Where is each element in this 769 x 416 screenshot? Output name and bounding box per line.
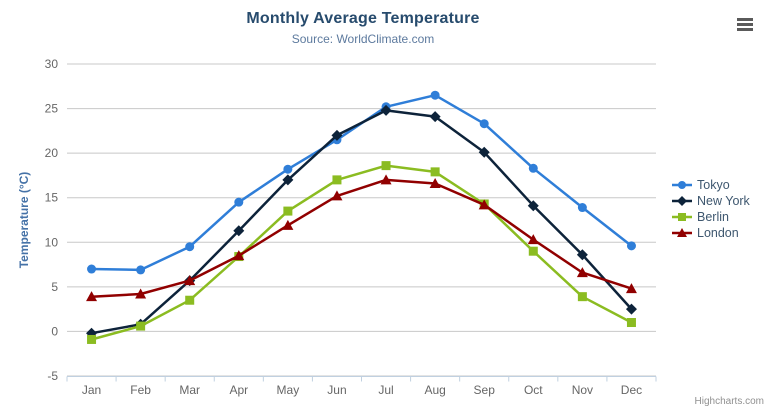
x-tick-label: Feb xyxy=(130,383,151,397)
x-tick-label: Jun xyxy=(327,383,346,397)
chart-title: Monthly Average Temperature xyxy=(246,10,480,27)
data-point-london[interactable] xyxy=(233,250,245,261)
data-point-london[interactable] xyxy=(576,267,588,278)
y-tick-label: 25 xyxy=(45,102,59,116)
x-tick-label: Nov xyxy=(572,383,593,397)
data-point-london[interactable] xyxy=(282,219,294,230)
hamburger-icon xyxy=(737,23,753,26)
y-tick-label: 30 xyxy=(45,57,59,71)
legend-symbol[interactable] xyxy=(677,228,687,237)
data-point-berlin[interactable] xyxy=(577,292,587,302)
data-point-london[interactable] xyxy=(184,275,196,286)
legend-item-london[interactable]: London xyxy=(672,225,750,241)
data-point-london[interactable] xyxy=(135,288,147,299)
series-line-new-york[interactable] xyxy=(90,109,633,335)
data-point-berlin[interactable] xyxy=(136,321,146,331)
series-markers-tokyo xyxy=(87,90,636,275)
y-tick-label: -5 xyxy=(47,369,58,383)
series-line-berlin[interactable] xyxy=(90,164,633,341)
data-point-london[interactable] xyxy=(86,291,98,302)
y-axis-title: Temperature (°C) xyxy=(17,172,31,269)
data-point-tokyo[interactable] xyxy=(626,241,636,251)
legend-symbol[interactable] xyxy=(678,213,686,221)
data-point-tokyo[interactable] xyxy=(479,119,489,129)
data-point-london[interactable] xyxy=(429,177,441,188)
y-tick-label: 10 xyxy=(45,235,59,249)
data-point-new-york[interactable] xyxy=(625,303,637,315)
data-point-berlin[interactable] xyxy=(528,246,538,256)
hamburger-icon xyxy=(737,18,753,21)
x-tick-label: Oct xyxy=(524,383,543,397)
data-point-london[interactable] xyxy=(625,283,637,294)
x-tick-label: May xyxy=(277,383,300,397)
data-point-new-york[interactable] xyxy=(233,225,245,237)
series-markers-new-york xyxy=(86,104,637,339)
legend-marker-square-icon xyxy=(672,213,692,221)
data-point-new-york[interactable] xyxy=(380,104,392,116)
legend-marker-diamond-icon xyxy=(672,196,692,206)
data-point-tokyo[interactable] xyxy=(87,264,97,274)
data-point-new-york[interactable] xyxy=(527,200,539,212)
y-axis-labels: -5 0 5 10 15 20 25 30 xyxy=(45,57,59,383)
x-tick-label: Mar xyxy=(179,383,200,397)
y-tick-label: 5 xyxy=(51,280,58,294)
chart-legend: Tokyo New York Berlin London xyxy=(672,177,750,241)
hamburger-icon xyxy=(737,28,753,31)
y-tick-label: 0 xyxy=(51,324,58,338)
legend-item-tokyo[interactable]: Tokyo xyxy=(672,177,750,193)
x-tick-label: Apr xyxy=(229,383,248,397)
data-point-berlin[interactable] xyxy=(430,167,440,177)
legend-label: New York xyxy=(697,194,750,208)
legend-symbol[interactable] xyxy=(678,181,686,189)
y-tick-label: 15 xyxy=(45,191,59,205)
data-point-berlin[interactable] xyxy=(626,318,636,328)
highcharts-credit-link[interactable]: Highcharts.com xyxy=(694,396,764,407)
data-point-new-york[interactable] xyxy=(429,111,441,123)
x-tick-label: Dec xyxy=(621,383,642,397)
chart-subtitle: Source: WorldClimate.com xyxy=(291,32,435,46)
series-line-london[interactable] xyxy=(90,178,633,298)
data-point-new-york[interactable] xyxy=(331,129,343,141)
data-point-tokyo[interactable] xyxy=(136,265,146,275)
data-point-berlin[interactable] xyxy=(332,175,342,185)
data-point-new-york[interactable] xyxy=(576,249,588,261)
x-axis xyxy=(66,376,657,382)
x-axis-labels: Jan Feb Mar Apr May Jun Jul Aug Sep Oct Nov Dec xyxy=(82,383,642,397)
data-point-berlin[interactable] xyxy=(87,334,97,344)
data-point-london[interactable] xyxy=(380,174,392,185)
x-tick-label: Jul xyxy=(378,383,393,397)
data-point-london[interactable] xyxy=(331,190,343,201)
x-tick-label: Aug xyxy=(424,383,445,397)
y-gridlines xyxy=(67,63,656,377)
series-line-tokyo[interactable] xyxy=(90,93,633,272)
legend-marker-triangle-icon xyxy=(672,228,692,237)
legend-label: Tokyo xyxy=(697,178,730,192)
data-point-tokyo[interactable] xyxy=(528,163,538,173)
data-point-tokyo[interactable] xyxy=(430,90,440,100)
data-point-berlin[interactable] xyxy=(185,295,195,305)
legend-label: London xyxy=(697,226,739,240)
data-point-tokyo[interactable] xyxy=(185,242,195,252)
x-tick-label: Sep xyxy=(474,383,496,397)
data-point-london[interactable] xyxy=(527,234,539,245)
legend-symbol[interactable] xyxy=(677,196,687,206)
data-point-tokyo[interactable] xyxy=(577,203,587,213)
data-point-berlin[interactable] xyxy=(283,206,293,216)
data-point-tokyo[interactable] xyxy=(234,197,244,207)
data-point-new-york[interactable] xyxy=(282,174,294,186)
data-point-tokyo[interactable] xyxy=(283,164,293,174)
legend-label: Berlin xyxy=(697,210,729,224)
x-tick-label: Jan xyxy=(82,383,101,397)
legend-item-berlin[interactable]: Berlin xyxy=(672,209,750,225)
data-point-new-york[interactable] xyxy=(478,146,490,158)
data-point-london[interactable] xyxy=(478,199,490,210)
y-tick-label: 20 xyxy=(45,146,59,160)
series-markers-london xyxy=(86,174,637,302)
export-menu-button[interactable] xyxy=(733,16,757,38)
legend-item-new-york[interactable]: New York xyxy=(672,193,750,209)
data-point-berlin[interactable] xyxy=(381,161,391,171)
legend-marker-circle-icon xyxy=(672,181,692,189)
